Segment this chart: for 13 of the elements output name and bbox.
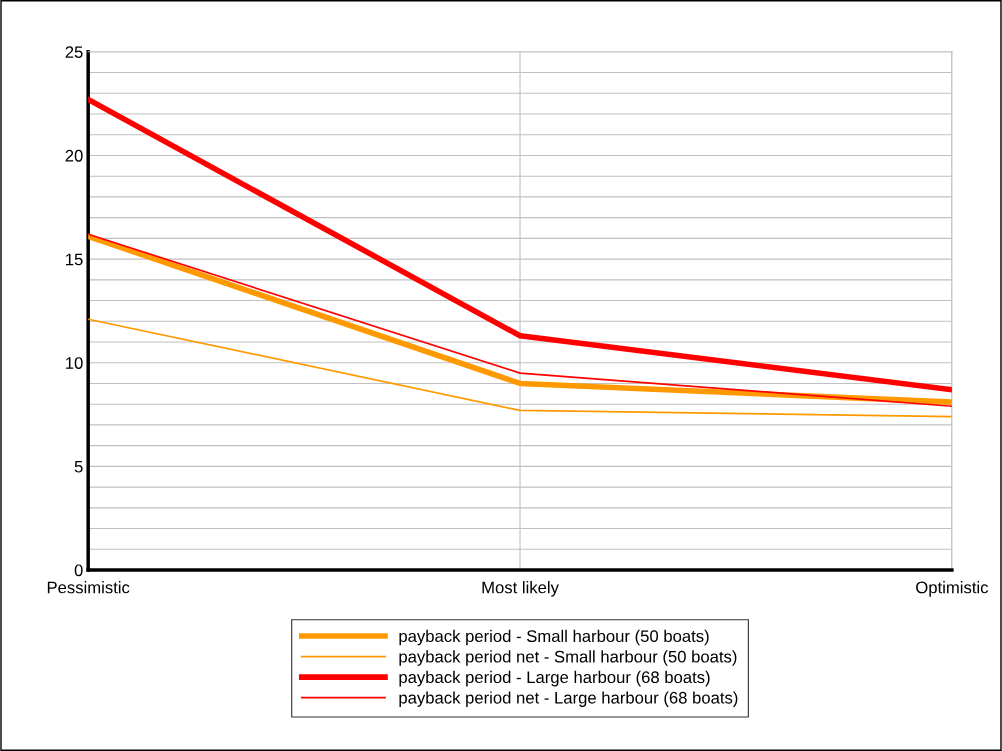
y-tick-label: 10 [66,357,83,369]
x-tick-label: Most likely [482,581,559,597]
legend-label: payback period net - Small harbour (50 boats) [399,650,737,666]
y-tick-label: 25 [65,46,83,59]
y-tick-label: 0 [74,564,83,577]
y-tick-label: 5 [74,460,83,473]
legend-label: payback period - Large harbour (68 boats) [399,670,710,687]
legend-label: payback period net - Large harbour (68 boats) [399,691,738,707]
x-tick-label: Optimistic [916,581,989,597]
y-tick-label: 15 [66,253,83,266]
x-tick-label: Pessimistic [47,581,130,594]
legend-label: payback period - Small harbour (50 boats) [399,629,709,646]
y-tick-label: 20 [65,149,83,162]
